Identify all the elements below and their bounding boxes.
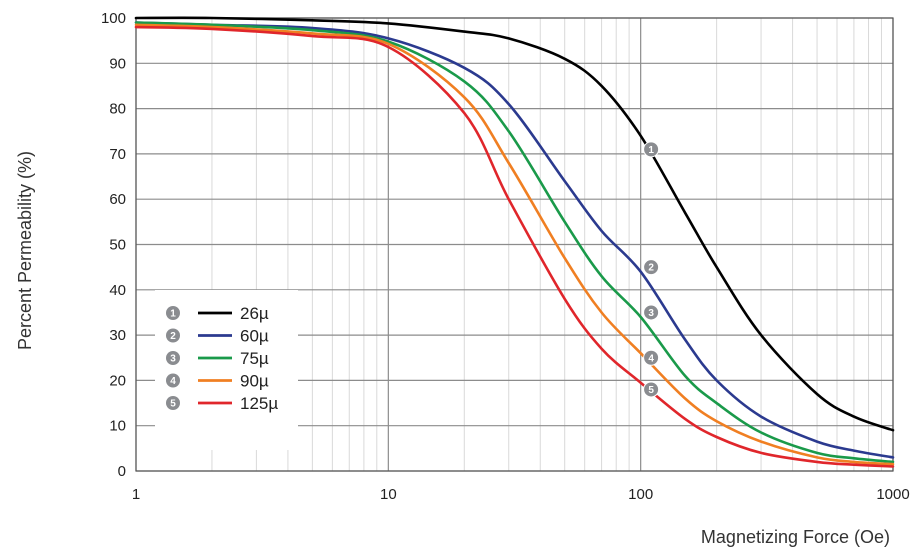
legend: 1 26µ 2 60µ 3 75µ 4 90µ 5 125µ	[155, 290, 298, 450]
curve-marker-label: 2	[648, 263, 654, 274]
legend-label: 26µ	[240, 304, 269, 323]
x-tick-label: 1000	[876, 486, 909, 503]
legend-marker-circle	[166, 328, 180, 343]
y-tick-label: 60	[109, 191, 126, 208]
series-line-5	[134, 25, 895, 468]
x-axis-title: Magnetizing Force (Oe)	[701, 527, 890, 547]
y-tick-label: 80	[109, 101, 126, 118]
legend-entry-5: 5 125µ	[166, 394, 278, 413]
legend-entry-2: 2 60µ	[166, 327, 269, 346]
series-line-3	[134, 21, 895, 464]
legend-entry-1: 1 26µ	[166, 304, 269, 323]
x-tick-label: 10	[380, 486, 397, 503]
legend-marker-circle	[166, 351, 180, 365]
x-axis-ticks: 1 10 100 1000	[132, 486, 910, 503]
y-tick-label: 40	[109, 282, 126, 299]
curve-marker-4: 4	[643, 349, 660, 366]
y-tick-label: 30	[109, 327, 126, 344]
curve-markers: 1 2 3 4 5	[643, 141, 660, 398]
y-axis-title: Percent Permeability (%)	[15, 151, 35, 350]
x-tick-label: 1	[132, 486, 140, 503]
curve-marker-label: 4	[648, 353, 654, 364]
y-tick-label: 90	[109, 55, 126, 72]
curve-marker-circle	[643, 259, 660, 276]
series-lines	[134, 16, 895, 468]
legend-marker-circle	[166, 306, 180, 320]
legend-label: 125µ	[240, 394, 278, 413]
legend-marker-circle	[166, 373, 180, 388]
legend-entry-3: 3 75µ	[166, 349, 269, 368]
series-line-1	[134, 16, 895, 432]
curve-marker-circle	[643, 381, 660, 398]
y-tick-label: 10	[109, 418, 126, 435]
curve-marker-circle	[643, 349, 660, 366]
curve-marker-circle	[643, 141, 660, 158]
y-tick-label: 0	[118, 463, 126, 480]
curve-marker-5: 5	[643, 381, 660, 398]
legend-label: 60µ	[240, 327, 269, 346]
legend-marker-label: 4	[170, 376, 176, 387]
curve-marker-label: 5	[648, 385, 654, 396]
legend-marker-label: 3	[170, 354, 176, 365]
plot-frame	[135, 17, 894, 472]
legend-entry-4: 4 90µ	[166, 372, 269, 391]
curve-marker-label: 1	[648, 145, 654, 156]
curve-marker-label: 3	[648, 308, 654, 319]
legend-marker-label: 2	[170, 331, 176, 342]
y-tick-label: 70	[109, 146, 126, 163]
series-line-2	[134, 21, 895, 459]
legend-marker-label: 5	[170, 399, 176, 410]
curve-marker-1: 1	[643, 141, 660, 158]
legend-label: 75µ	[240, 349, 269, 368]
curve-marker-3: 3	[643, 304, 660, 321]
curve-marker-circle	[643, 304, 660, 321]
legend-marker-label: 1	[170, 309, 176, 320]
curve-marker-2: 2	[643, 259, 660, 276]
y-axis-ticks: 0 10 20 30 40 50 60 70 80 90 100	[101, 10, 126, 480]
y-tick-label: 100	[101, 10, 126, 27]
y-tick-label: 50	[109, 237, 126, 254]
x-tick-label: 100	[628, 486, 653, 503]
series-line-4	[134, 23, 895, 466]
y-tick-label: 20	[109, 372, 126, 389]
legend-label: 90µ	[240, 372, 269, 391]
legend-marker-circle	[166, 396, 180, 410]
